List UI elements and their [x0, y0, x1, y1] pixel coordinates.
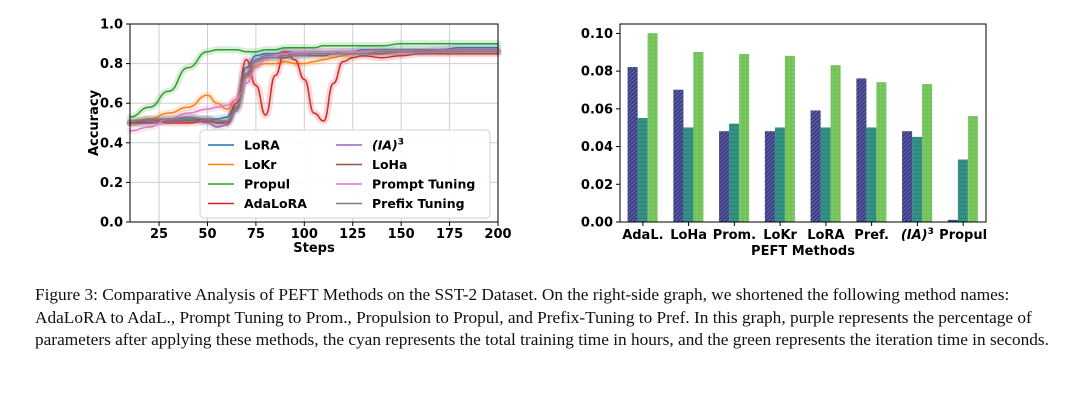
- legend-label: AdaLoRA: [244, 196, 307, 211]
- x-tick-label: Propul: [939, 228, 987, 243]
- x-tick-label: 150: [388, 227, 415, 242]
- y-tick-label: 0.6: [100, 97, 123, 112]
- bar-1: [683, 127, 694, 223]
- x-tick-label: (IA)3: [901, 227, 934, 243]
- legend-label: Prefix Tuning: [372, 196, 465, 211]
- legend-label: (IA)3: [372, 138, 404, 153]
- y-tick-label: 0.04: [581, 140, 613, 155]
- x-tick-label: Pref.: [854, 228, 889, 243]
- y-tick-label: 0.06: [581, 102, 613, 117]
- peft-bar-chart: 0.00 0.02 0.04 0.06 0.08 0.10 AdaL. LoHa Prom. Lo…: [581, 23, 987, 259]
- series-line-2: [129, 43, 498, 118]
- legend-box: [199, 129, 491, 219]
- bar-0: [673, 89, 684, 223]
- y-tick-label: 0.2: [100, 176, 123, 191]
- bar-1: [729, 123, 740, 223]
- legend-label: LoHa: [372, 157, 407, 172]
- bar-2: [784, 55, 795, 223]
- plot-frame: [619, 23, 987, 223]
- bar-0: [627, 67, 638, 223]
- bar-1: [820, 127, 831, 223]
- y-tick-label: 0.0: [100, 216, 123, 231]
- bar-2: [739, 53, 750, 223]
- x-tick-label: LoRA: [807, 228, 844, 243]
- x-tick-label: 50: [198, 227, 216, 242]
- bar-1: [912, 136, 923, 223]
- legend-label: LoKr: [244, 157, 277, 172]
- y-tick-label: 0.10: [581, 27, 613, 42]
- y-axis-label: Accuracy: [87, 89, 102, 156]
- x-tick-label: 200: [484, 227, 511, 242]
- series-line-3: [129, 50, 498, 124]
- series-line-7: [129, 50, 498, 122]
- bar-0: [810, 110, 821, 223]
- y-tick-label: 0.4: [100, 136, 123, 151]
- bar-1: [866, 127, 877, 223]
- legend-label: Propul: [244, 177, 290, 192]
- x-tick-label: LoKr: [763, 228, 797, 243]
- y-tick-label: 0.8: [100, 57, 123, 72]
- legend-label: LoRA: [244, 138, 280, 153]
- bar-0: [856, 78, 867, 223]
- bar-1: [637, 118, 648, 223]
- x-axis-label: Steps: [293, 241, 335, 256]
- x-tick-label: Prom.: [713, 228, 756, 243]
- x-tick-label: LoHa: [670, 228, 707, 243]
- bar-2: [647, 33, 658, 223]
- bar-0: [719, 131, 730, 223]
- x-axis-label: PEFT Methods: [751, 244, 855, 259]
- x-tick-label: 75: [247, 227, 265, 242]
- y-tick-label: 0.02: [581, 178, 613, 193]
- bar-0: [902, 131, 913, 223]
- bar-2: [922, 84, 933, 223]
- accuracy-line-chart: 25 50 75 100 125 150 175 200 0.0 0.2 0.4 0.6 0.8 1.0 S…: [87, 18, 512, 257]
- y-tick-label: 0.00: [581, 216, 613, 231]
- figure-caption: Figure 3: Comparative Analysis of PEFT M…: [35, 285, 1049, 350]
- x-tick-label: 175: [436, 227, 463, 242]
- plot-frame: [129, 23, 499, 223]
- x-tick-label: AdaL.: [622, 228, 663, 243]
- x-tick-label: 100: [291, 227, 318, 242]
- bar-1: [774, 127, 785, 223]
- bar-2: [876, 82, 887, 223]
- bar-1: [957, 159, 968, 223]
- bar-2: [967, 116, 978, 223]
- bar-2: [830, 65, 841, 223]
- bar-0: [764, 131, 775, 223]
- x-tick-label: 25: [150, 227, 168, 242]
- bar-2: [693, 52, 704, 223]
- x-tick-label: 125: [339, 227, 366, 242]
- y-tick-label: 1.0: [100, 18, 123, 33]
- y-tick-label: 0.08: [581, 65, 613, 80]
- legend-label: Prompt Tuning: [372, 177, 475, 192]
